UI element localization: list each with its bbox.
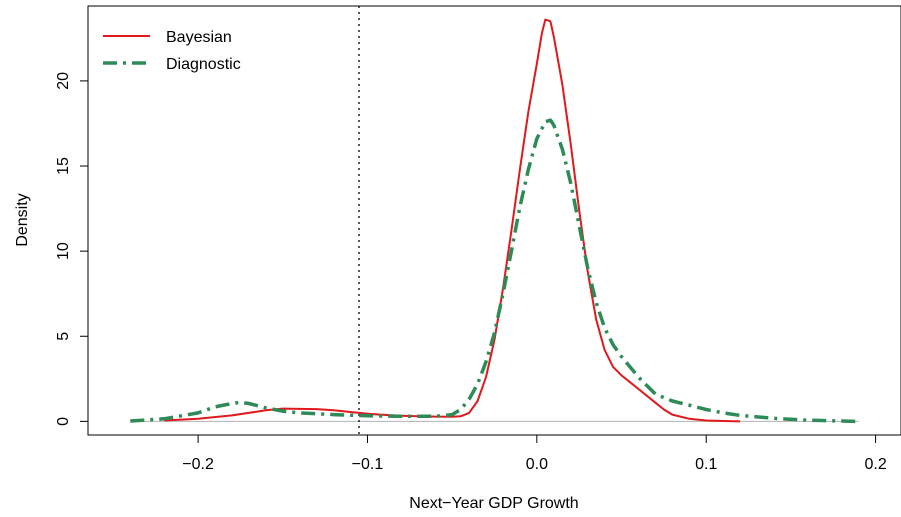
x-tick-label: 0.0 [526,456,548,473]
x-tick-label: 0.2 [864,456,886,473]
x-axis-title: Next−Year GDP Growth [409,495,578,512]
x-tick-label: −0.1 [352,456,384,473]
plot-frame [87,5,901,436]
x-axis: −0.2 −0.1 0.0 0.1 0.2 [182,435,887,473]
y-axis-title: Density [14,193,31,246]
x-tick-label: 0.1 [695,456,717,473]
legend-label-bayesian: Bayesian [166,29,232,46]
legend-label-diagnostic: Diagnostic [166,56,241,73]
y-tick-label: 0 [55,417,72,426]
legend: Bayesian Diagnostic [103,29,241,73]
series-line-bayesian [164,18,741,423]
y-tick-label: 10 [55,242,72,260]
y-tick-label: 15 [55,157,72,175]
y-axis: 0 5 10 15 20 [55,72,88,426]
series-line-diagnostic [130,118,859,424]
y-tick-label: 5 [55,332,72,341]
x-tick-label: −0.2 [182,456,214,473]
y-tick-label: 20 [55,72,72,90]
